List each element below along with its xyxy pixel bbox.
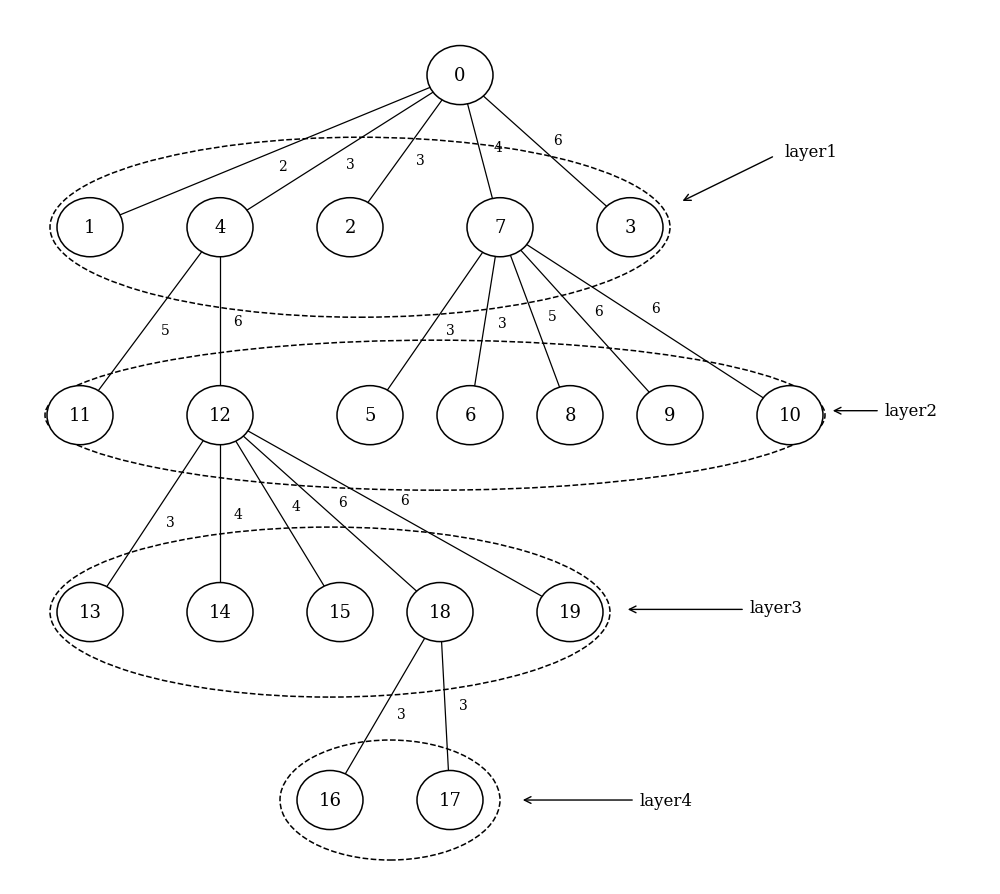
Circle shape <box>187 198 253 257</box>
Text: 3: 3 <box>416 154 424 168</box>
Text: 19: 19 <box>558 603 582 621</box>
Circle shape <box>307 583 373 642</box>
Circle shape <box>467 198 533 257</box>
Text: 15: 15 <box>329 603 351 621</box>
Text: 5: 5 <box>364 407 376 425</box>
Text: 4: 4 <box>214 219 226 237</box>
Text: layer1: layer1 <box>785 144 838 160</box>
Text: 5: 5 <box>161 324 169 338</box>
Text: 18: 18 <box>428 603 452 621</box>
Text: 5: 5 <box>548 309 556 324</box>
Text: 4: 4 <box>493 141 502 156</box>
Text: 3: 3 <box>346 158 355 173</box>
Text: 13: 13 <box>78 603 102 621</box>
Circle shape <box>337 386 403 445</box>
Circle shape <box>537 386 603 445</box>
Circle shape <box>407 583 473 642</box>
Text: 3: 3 <box>498 317 507 331</box>
Circle shape <box>297 771 363 830</box>
Text: 6: 6 <box>553 133 562 148</box>
Circle shape <box>47 386 113 445</box>
Text: 7: 7 <box>494 219 506 237</box>
Text: 12: 12 <box>209 407 231 425</box>
Text: 1: 1 <box>84 219 96 237</box>
Circle shape <box>317 198 383 257</box>
Circle shape <box>757 386 823 445</box>
Circle shape <box>537 583 603 642</box>
Text: layer3: layer3 <box>750 600 803 616</box>
Circle shape <box>427 46 493 105</box>
Text: 3: 3 <box>624 219 636 237</box>
Text: 2: 2 <box>344 219 356 237</box>
Text: 10: 10 <box>778 407 802 425</box>
Circle shape <box>437 386 503 445</box>
Text: 16: 16 <box>318 791 342 809</box>
Text: 9: 9 <box>664 407 676 425</box>
Text: 2: 2 <box>278 160 287 173</box>
Text: 6: 6 <box>234 315 242 329</box>
Text: 17: 17 <box>439 791 461 809</box>
Text: 3: 3 <box>446 324 455 337</box>
Circle shape <box>187 386 253 445</box>
Circle shape <box>57 198 123 257</box>
Text: layer2: layer2 <box>885 403 938 419</box>
Text: 6: 6 <box>651 302 660 316</box>
Circle shape <box>637 386 703 445</box>
Circle shape <box>57 583 123 642</box>
Circle shape <box>187 583 253 642</box>
Text: 6: 6 <box>400 493 409 508</box>
Text: 6: 6 <box>595 305 603 318</box>
Text: 6: 6 <box>464 407 476 425</box>
Text: 8: 8 <box>564 407 576 425</box>
Text: 4: 4 <box>234 507 242 521</box>
Text: 11: 11 <box>68 407 92 425</box>
Text: 3: 3 <box>459 698 467 713</box>
Text: 3: 3 <box>397 707 405 721</box>
Text: 0: 0 <box>454 67 466 85</box>
Text: 3: 3 <box>166 515 175 529</box>
Circle shape <box>597 198 663 257</box>
Circle shape <box>417 771 483 830</box>
Text: 4: 4 <box>291 500 300 513</box>
Text: 6: 6 <box>338 495 347 510</box>
Text: layer4: layer4 <box>640 792 693 808</box>
Text: 14: 14 <box>209 603 231 621</box>
